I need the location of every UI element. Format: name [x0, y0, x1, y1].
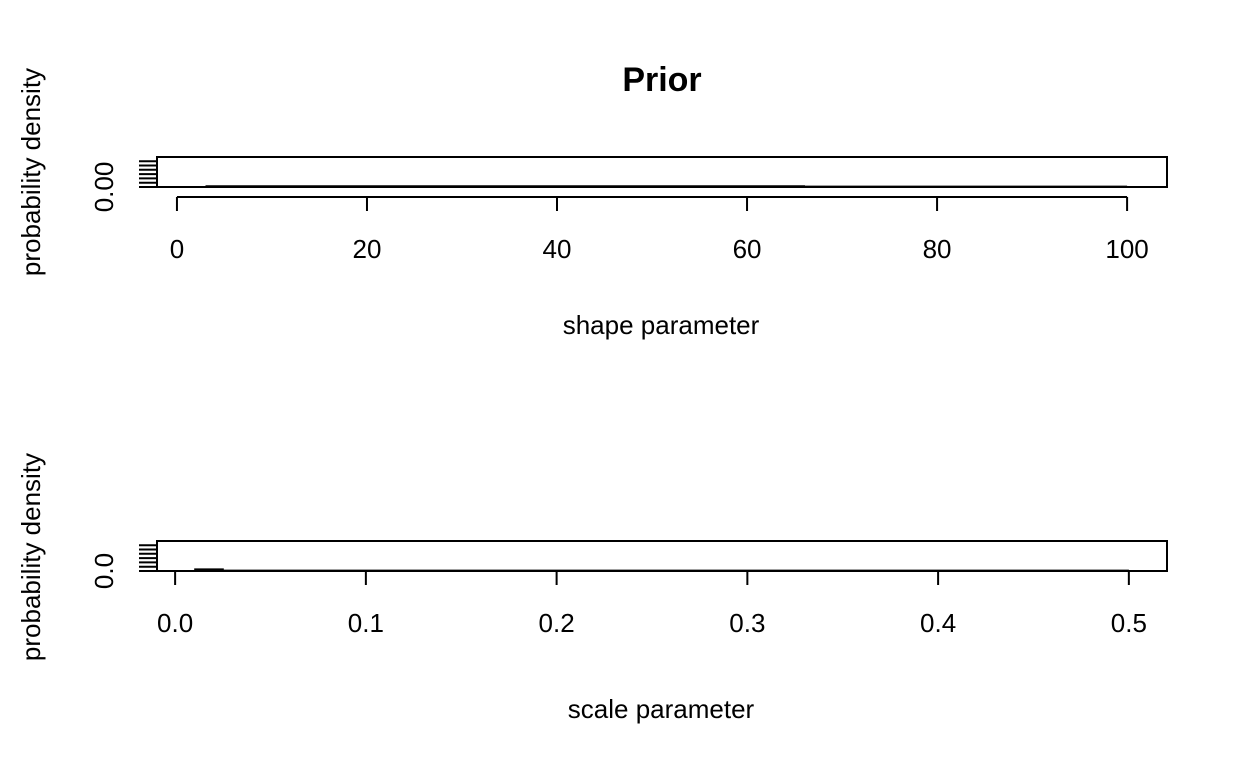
- shape-y-minor-ticks: [139, 160, 157, 188]
- scale-y-minor-ticks: [139, 544, 157, 572]
- scale-x-tick-label: 0.4: [920, 608, 956, 638]
- shape-x-tick-label: 100: [1105, 234, 1148, 264]
- scale-y-axis-label: probability density: [16, 453, 46, 661]
- shape-x-axis-label: shape parameter: [563, 310, 760, 340]
- shape-x-tick-label: 0: [170, 234, 184, 264]
- shape-x-tick-label: 20: [353, 234, 382, 264]
- scale-plot-frame: [156, 540, 1168, 572]
- scale-x-tick-label: 0.3: [729, 608, 765, 638]
- shape-x-ticks: 0 20 40 60 80 100: [170, 197, 1149, 264]
- scale-x-axis-label: scale parameter: [568, 694, 755, 724]
- shape-y-axis-label: probability density: [16, 68, 46, 276]
- chart-title: Prior: [622, 61, 701, 99]
- scale-density-line: [194, 568, 1129, 572]
- scale-y-tick-label: 0.0: [89, 553, 119, 589]
- shape-y-tick-label: 0.00: [89, 162, 119, 213]
- scale-x-ticks: 0.0 0.1 0.2 0.3 0.4 0.5: [157, 571, 1147, 638]
- scale-x-tick-label: 0.0: [157, 608, 193, 638]
- scale-panel: 0.0 0.1 0.2 0.3 0.4 0.5 0.0 scale parameter p…: [16, 453, 1168, 724]
- shape-plot-frame: [156, 156, 1168, 188]
- scale-x-tick-label: 0.5: [1111, 608, 1147, 638]
- shape-x-tick-label: 80: [923, 234, 952, 264]
- shape-x-tick-label: 60: [733, 234, 762, 264]
- scale-x-tick-label: 0.1: [348, 608, 384, 638]
- scale-x-tick-label: 0.2: [539, 608, 575, 638]
- shape-x-tick-label: 40: [543, 234, 572, 264]
- shape-panel: 0 20 40 60 80 100 0.00 shape parameter probab…: [16, 68, 1168, 340]
